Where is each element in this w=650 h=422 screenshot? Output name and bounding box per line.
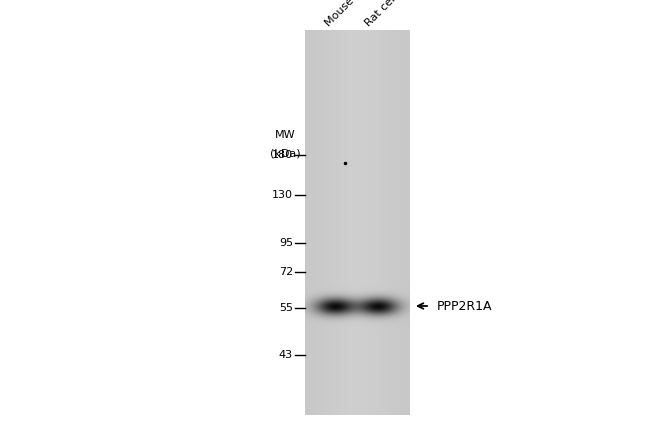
Text: 95: 95 xyxy=(279,238,293,248)
Text: 72: 72 xyxy=(279,267,293,277)
Text: 130: 130 xyxy=(272,190,293,200)
Text: MW: MW xyxy=(275,130,295,140)
Text: (kDa): (kDa) xyxy=(270,148,300,158)
Text: 180: 180 xyxy=(272,150,293,160)
Text: 55: 55 xyxy=(279,303,293,313)
Text: Rat cerebellum: Rat cerebellum xyxy=(363,0,430,28)
Text: Mouse cerebellum: Mouse cerebellum xyxy=(323,0,402,28)
Text: PPP2R1A: PPP2R1A xyxy=(437,300,493,313)
Text: 43: 43 xyxy=(279,350,293,360)
